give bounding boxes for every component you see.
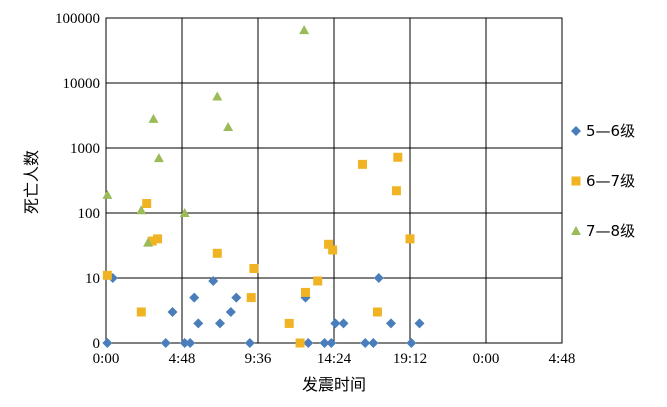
x-tick-label: 9:36 <box>245 351 272 367</box>
legend-item: 6—7级 <box>571 172 635 190</box>
diamond-marker <box>244 338 255 348</box>
square-marker <box>147 236 157 246</box>
legend-item: 5—6级 <box>571 122 635 140</box>
square-marker <box>249 264 259 274</box>
square-marker <box>358 159 367 169</box>
diamond-marker <box>373 273 384 283</box>
triangle-marker <box>148 113 159 123</box>
diamond-marker <box>319 338 330 348</box>
x-axis-tick-labels: 0:00 4:48 9:36 14:24 19:12 0:00 4:48 <box>93 351 576 367</box>
diamond-marker <box>414 318 425 329</box>
x-tick-label: 4:48 <box>169 351 196 367</box>
diamond-marker <box>368 338 379 348</box>
square-marker <box>212 248 222 258</box>
x-tick-label: 0:00 <box>93 351 120 367</box>
triangle-marker <box>153 153 164 163</box>
legend-label: 5—6级 <box>586 122 635 140</box>
legend-triangle-icon <box>571 226 581 235</box>
legend-label: 7—8级 <box>586 222 635 240</box>
y-tick-label: 10000 <box>63 76 101 92</box>
diamond-marker <box>167 306 178 317</box>
y-axis-tick-labels: 0 10 100 1000 10000 100000 <box>55 11 100 352</box>
diamond-marker <box>303 338 314 348</box>
square-marker <box>328 245 338 255</box>
x-tick-label: 19:12 <box>393 351 427 367</box>
triangle-marker <box>102 189 113 199</box>
square-marker <box>246 293 256 303</box>
diamond-marker <box>225 306 236 317</box>
square-marker <box>295 338 305 348</box>
square-marker <box>142 199 152 209</box>
triangle-marker <box>212 91 223 101</box>
diamond-marker <box>231 292 242 303</box>
square-marker <box>393 152 403 162</box>
x-axis-title: 发震时间 <box>302 375 366 394</box>
diamond-marker <box>189 292 200 303</box>
diamond-marker <box>208 275 219 286</box>
square-marker <box>405 234 415 244</box>
diamond-marker <box>179 338 190 348</box>
triangle-marker <box>143 237 154 247</box>
y-tick-label: 10 <box>85 271 100 287</box>
square-marker <box>313 276 323 286</box>
diamond-marker <box>406 338 417 348</box>
y-tick-label: 1000 <box>70 141 100 157</box>
y-tick-label: 100000 <box>55 11 100 27</box>
diamond-marker <box>330 318 341 329</box>
legend-label: 6—7级 <box>586 172 635 190</box>
diamond-marker <box>185 338 196 348</box>
legend-diamond-icon <box>571 126 581 136</box>
data-markers <box>102 25 425 348</box>
y-tick-label: 100 <box>78 206 101 222</box>
triangle-marker <box>136 205 147 215</box>
diamond-marker <box>360 338 371 348</box>
square-marker <box>324 239 334 249</box>
diamond-marker <box>193 318 204 329</box>
square-marker <box>301 287 310 297</box>
grid-lines <box>106 18 562 343</box>
diamond-marker <box>326 338 337 348</box>
triangle-marker <box>299 25 310 35</box>
diamond-marker <box>160 338 171 348</box>
square-marker <box>153 234 163 244</box>
y-tick-label: 0 <box>93 336 101 352</box>
diamond-marker <box>102 338 113 348</box>
y-axis-title: 死亡人数 <box>22 150 41 214</box>
legend-item: 7—8级 <box>571 222 635 240</box>
triangle-marker <box>179 208 190 217</box>
diamond-marker <box>215 318 225 329</box>
legend-square-icon <box>571 176 581 186</box>
diamond-marker <box>386 318 396 329</box>
square-marker <box>136 307 146 317</box>
diamond-marker <box>338 318 349 329</box>
square-marker <box>102 270 112 280</box>
x-tick-label: 14:24 <box>317 351 352 367</box>
square-marker <box>284 318 294 328</box>
x-tick-label: 4:48 <box>549 351 576 367</box>
square-marker <box>372 307 382 317</box>
plot-area <box>102 17 563 348</box>
x-tick-label: 0:00 <box>473 351 500 367</box>
triangle-marker <box>223 122 234 132</box>
legend: 5—6级 6—7级 7—8级 <box>571 122 635 240</box>
square-marker <box>391 186 401 196</box>
